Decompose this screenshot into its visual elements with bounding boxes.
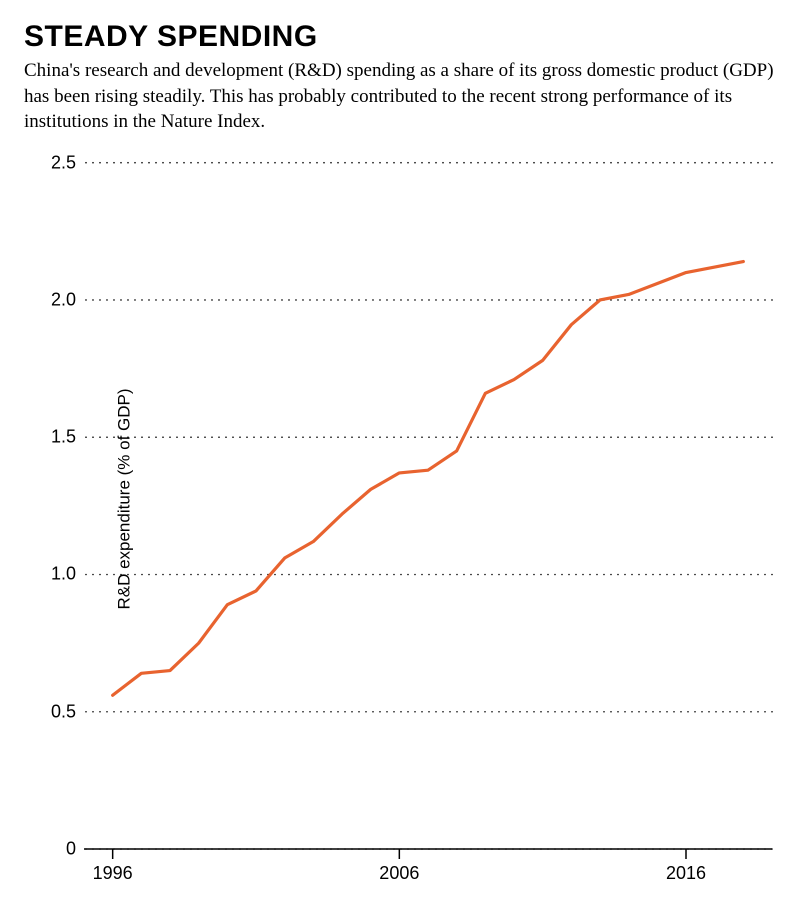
plot-area: 00.51.01.52.02.5199620062016 <box>84 149 772 849</box>
x-tick-label: 2006 <box>379 863 419 884</box>
x-tick-label: 1996 <box>93 863 133 884</box>
chart-subtitle: China's research and development (R&D) s… <box>24 58 776 135</box>
y-tick-label: 0 <box>66 838 76 859</box>
chart-svg <box>84 149 772 861</box>
y-tick-label: 0.5 <box>51 701 76 722</box>
y-tick-label: 1.5 <box>51 427 76 448</box>
chart-container: R&D expenditure (% of GDP) 00.51.01.52.0… <box>24 149 776 849</box>
data-line <box>113 261 744 695</box>
chart-title: STEADY SPENDING <box>24 20 776 54</box>
y-tick-label: 2.0 <box>51 289 76 310</box>
x-tick-label: 2016 <box>666 863 706 884</box>
y-tick-label: 2.5 <box>51 152 76 173</box>
y-tick-label: 1.0 <box>51 564 76 585</box>
